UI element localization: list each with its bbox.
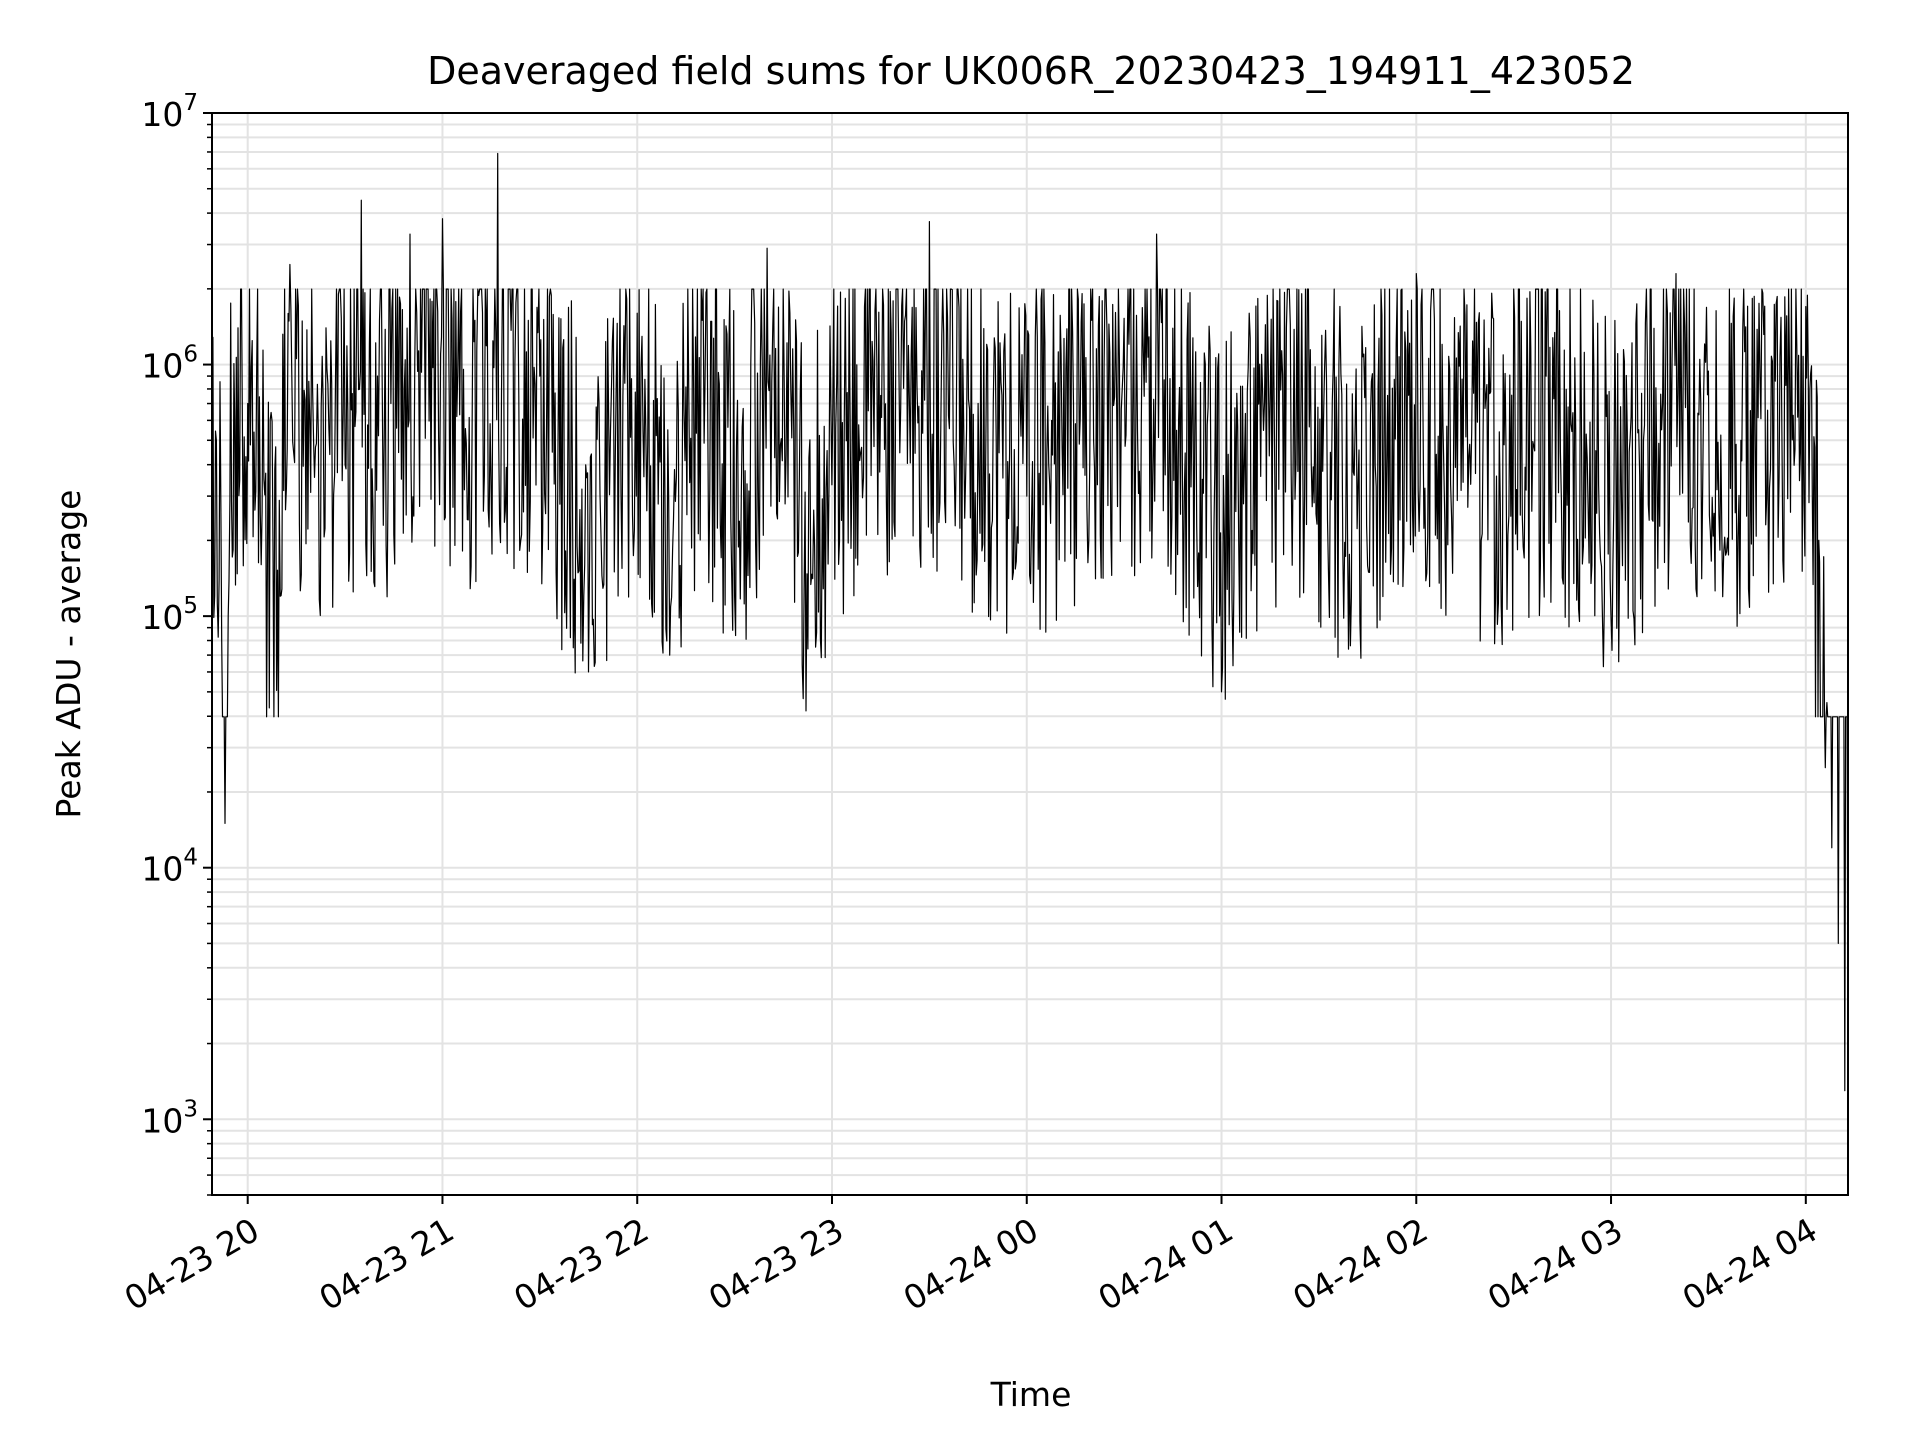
x-tick-label: 04-24 01 — [1092, 1210, 1240, 1318]
y-tick-base: 10 — [141, 347, 183, 386]
plot-frame — [211, 112, 1849, 1196]
grid — [212, 112, 1848, 1196]
y-axis-label: Peak ADU - average — [49, 490, 88, 819]
series-line — [211, 152, 1849, 1131]
y-tick-label: 105 — [141, 593, 198, 637]
x-tick-label: 04-24 03 — [1481, 1210, 1629, 1318]
y-tick-base: 10 — [141, 850, 183, 889]
x-tick-label: 04-24 02 — [1286, 1210, 1434, 1318]
x-tick-label: 04-23 23 — [702, 1210, 850, 1318]
y-tick-base: 10 — [141, 1101, 183, 1140]
y-tick-exponent: 3 — [183, 1096, 198, 1122]
y-tick-exponent: 6 — [183, 342, 198, 368]
y-tick-exponent: 5 — [183, 593, 198, 619]
x-axis: 04-23 20 04-23 21 04-23 22 04-23 23 04-24 00… — [118, 1195, 1824, 1318]
chart-title: Deaveraged field sums for UK006R_2023042… — [427, 49, 1635, 93]
y-tick-label: 104 — [141, 845, 198, 889]
y-tick-base: 10 — [141, 598, 183, 637]
y-tick-label: 103 — [141, 1096, 198, 1140]
series-layer — [211, 152, 1849, 1131]
x-tick-label: 04-24 00 — [897, 1210, 1045, 1318]
x-tick-label: 04-23 20 — [118, 1210, 266, 1318]
x-tick-label: 04-23 21 — [312, 1210, 460, 1318]
x-tick-label: 04-23 22 — [507, 1210, 655, 1318]
x-axis-label: Time — [990, 1375, 1072, 1414]
x-tick-label: 04-24 04 — [1676, 1210, 1824, 1318]
y-tick-exponent: 4 — [183, 845, 198, 871]
y-tick-base: 10 — [141, 95, 183, 134]
y-tick-label: 106 — [141, 342, 198, 386]
y-tick-label: 107 — [141, 90, 198, 134]
y-tick-exponent: 7 — [183, 90, 198, 116]
